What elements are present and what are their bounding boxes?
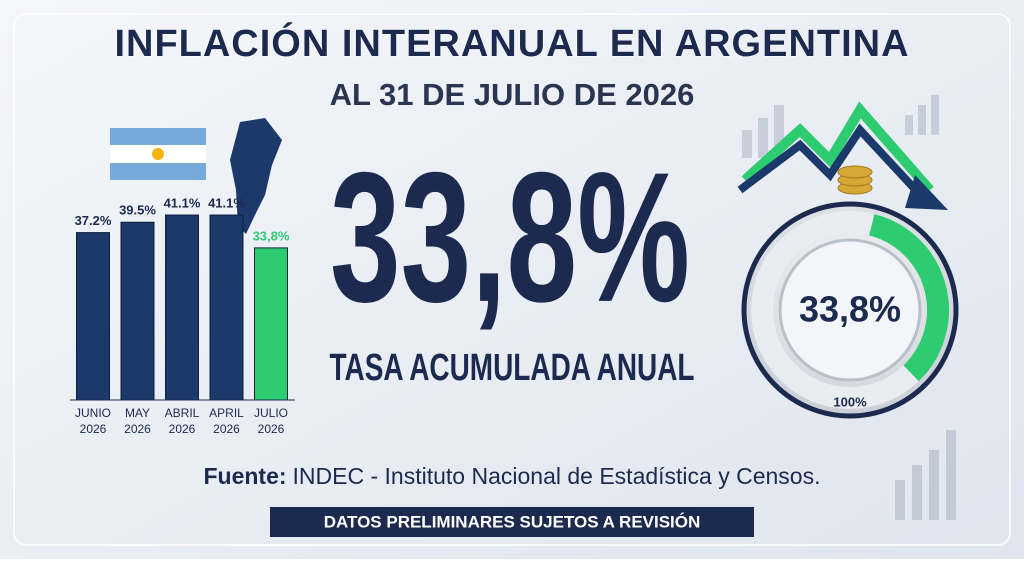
source-label: Fuente: <box>203 463 286 489</box>
source-line: Fuente: INDEC - Instituto Nacional de Est… <box>203 463 820 489</box>
bar-value-label: 41.1% <box>208 195 245 210</box>
x-tick-label: ABRIL 2026 <box>165 406 200 436</box>
bar <box>254 247 288 401</box>
bar-value-label: 39.5% <box>119 203 156 218</box>
source: INDEC - Instituto Nacional de Estadístic… <box>293 463 821 489</box>
gauge: 33,8% 100% <box>741 201 959 419</box>
gauge-center <box>778 238 922 382</box>
arrow-head <box>905 175 948 210</box>
trend-arrow <box>741 101 934 194</box>
gauge-arc <box>868 214 949 382</box>
gauge-value: 33,8% <box>799 289 901 330</box>
subtitle: AL 31 DE JULIO DE 2026 <box>330 77 695 112</box>
bar-value-label: 37.2% <box>75 213 112 228</box>
x-tick-label: APRIL 2026 <box>209 406 244 436</box>
argentina-map <box>230 118 282 234</box>
x-tick-label: MAY 2026 <box>124 406 151 436</box>
bar <box>165 214 199 401</box>
argentina-flag <box>110 128 206 180</box>
x-tick-label: JULIO 2026 <box>254 406 288 436</box>
title: INFLACIÓN INTERANUAL EN ARGENTINA <box>114 21 909 65</box>
frame <box>13 13 1011 546</box>
x-tick-label: JUNIO 2026 <box>75 406 111 436</box>
bar-value-label: 41.1% <box>164 195 201 210</box>
trend-arrow-dark <box>737 123 928 203</box>
banner <box>270 507 754 537</box>
bar-value-label: 33,8% <box>253 228 290 243</box>
bar <box>209 214 244 401</box>
coins <box>837 165 873 195</box>
bar <box>120 221 155 401</box>
bar <box>76 232 110 401</box>
banner-text: DATOS PRELIMINARES SUJETOS A REVISIÓN <box>324 512 701 531</box>
headline-caption: TASA ACUMULADA ANUAL <box>330 347 695 389</box>
gauge-max: 100% <box>833 394 867 409</box>
decor-bars <box>742 95 956 520</box>
headline-value: 33,8% <box>330 135 690 341</box>
